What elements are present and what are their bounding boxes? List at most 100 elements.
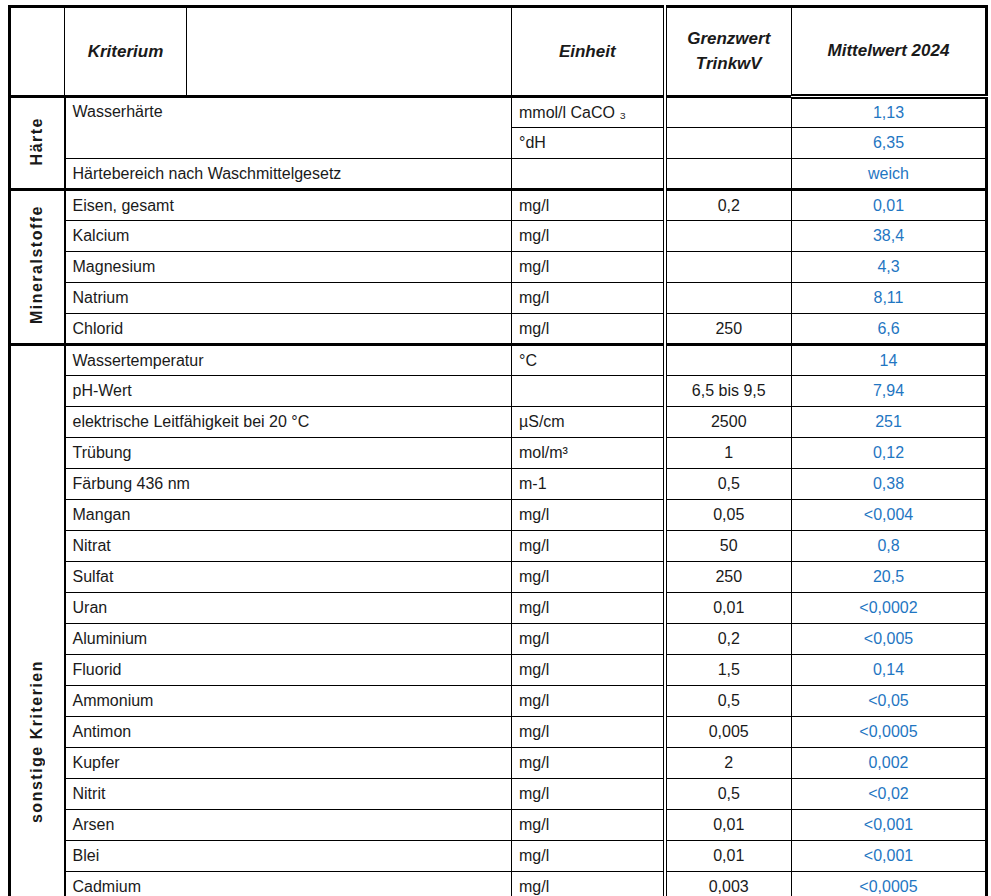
header-group-spacer (10, 7, 65, 97)
limit-cell (665, 345, 792, 376)
criterion-cell: Chlorid (65, 314, 512, 345)
limit-cell (665, 252, 792, 283)
criterion-cell: pH-Wert (65, 376, 512, 407)
criterion-cell: Aluminium (65, 624, 512, 655)
criterion-cell: Trübung (65, 438, 512, 469)
table-row: Aluminiummg/l0,2<0,005 (10, 624, 987, 655)
criterion-cell: Mangan (65, 500, 512, 531)
unit-cell: °dH (512, 128, 665, 159)
header-mittelwert: Mittelwert 2024 (792, 7, 987, 97)
group-label: Mineralstoffe (28, 205, 46, 324)
value-cell: <0,0002 (792, 593, 987, 624)
group-cell: Mineralstoffe (10, 190, 65, 345)
unit-cell: mg/l (512, 221, 665, 252)
table-header: Kriterium Einheit Grenzwert TrinkwV Mitt… (10, 7, 987, 97)
water-analysis-page: Kriterium Einheit Grenzwert TrinkwV Mitt… (0, 0, 991, 896)
criterion-cell: Fluorid (65, 655, 512, 686)
table-row: HärteWasserhärtemmol/l CaCO ₃1,13 (10, 97, 987, 128)
value-cell: 0,38 (792, 469, 987, 500)
table-row: Chloridmg/l2506,6 (10, 314, 987, 345)
table-row: Kalciummg/l38,4 (10, 221, 987, 252)
limit-cell: 0,005 (665, 717, 792, 748)
group-label: Härte (28, 117, 46, 165)
table-row: Manganmg/l0,05<0,004 (10, 500, 987, 531)
limit-cell: 0,01 (665, 841, 792, 872)
unit-cell: °C (512, 345, 665, 376)
table-row: Nitritmg/l0,5<0,02 (10, 779, 987, 810)
value-cell: <0,02 (792, 779, 987, 810)
table-row: Bleimg/l0,01<0,001 (10, 841, 987, 872)
table-row: elektrische Leitfähigkeit bei 20 °CµS/cm… (10, 407, 987, 438)
limit-cell: 0,5 (665, 686, 792, 717)
limit-cell: 0,01 (665, 810, 792, 841)
table-row: Cadmiummg/l0,003<0,0005 (10, 872, 987, 896)
criterion-cell: Wasserhärte (65, 97, 512, 159)
group-label: sonstige Kriterien (28, 660, 46, 823)
group-cell: Härte (10, 97, 65, 190)
criterion-cell: Blei (65, 841, 512, 872)
group-cell: sonstige Kriterien (10, 345, 65, 896)
criterion-cell: Kupfer (65, 748, 512, 779)
criterion-cell: Eisen, gesamt (65, 190, 512, 221)
limit-cell: 2500 (665, 407, 792, 438)
limit-cell: 1 (665, 438, 792, 469)
criterion-cell: Nitrit (65, 779, 512, 810)
unit-cell: mg/l (512, 190, 665, 221)
value-cell: 6,6 (792, 314, 987, 345)
unit-cell (512, 376, 665, 407)
table-row: Trübungmol/m³10,12 (10, 438, 987, 469)
value-cell: <0,005 (792, 624, 987, 655)
value-cell: 20,5 (792, 562, 987, 593)
unit-cell: mg/l (512, 717, 665, 748)
value-cell: 0,14 (792, 655, 987, 686)
value-cell: 0,002 (792, 748, 987, 779)
header-kriterium: Kriterium (65, 7, 187, 97)
table-row: Kupfermg/l20,002 (10, 748, 987, 779)
unit-cell: mg/l (512, 841, 665, 872)
criterion-cell: Cadmium (65, 872, 512, 896)
value-cell: <0,004 (792, 500, 987, 531)
limit-cell: 0,5 (665, 469, 792, 500)
table-row: sonstige KriterienWassertemperatur°C14 (10, 345, 987, 376)
value-cell: 0,12 (792, 438, 987, 469)
criterion-cell: Natrium (65, 283, 512, 314)
criterion-cell: elektrische Leitfähigkeit bei 20 °C (65, 407, 512, 438)
unit-cell: mmol/l CaCO ₃ (512, 97, 665, 128)
limit-cell: 0,01 (665, 593, 792, 624)
limit-cell (665, 128, 792, 159)
criterion-cell: Sulfat (65, 562, 512, 593)
header-einheit: Einheit (512, 7, 665, 97)
limit-cell: 0,05 (665, 500, 792, 531)
value-cell: 0,8 (792, 531, 987, 562)
table-body: HärteWasserhärtemmol/l CaCO ₃1,13°dH6,35… (10, 97, 987, 896)
value-cell: <0,0005 (792, 717, 987, 748)
value-cell: weich (792, 159, 987, 190)
table-row: pH-Wert6,5 bis 9,57,94 (10, 376, 987, 407)
unit-cell: mg/l (512, 655, 665, 686)
table-row: Natriummg/l8,11 (10, 283, 987, 314)
limit-cell: 0,2 (665, 624, 792, 655)
unit-cell: mg/l (512, 686, 665, 717)
unit-cell: m-1 (512, 469, 665, 500)
unit-cell: mg/l (512, 314, 665, 345)
criterion-cell: Uran (65, 593, 512, 624)
limit-cell (665, 221, 792, 252)
criterion-cell: Ammonium (65, 686, 512, 717)
unit-cell: mg/l (512, 810, 665, 841)
limit-cell: 0,5 (665, 779, 792, 810)
unit-cell (512, 159, 665, 190)
water-analysis-table: Kriterium Einheit Grenzwert TrinkwV Mitt… (8, 5, 988, 896)
table-row: Nitratmg/l500,8 (10, 531, 987, 562)
limit-cell: 250 (665, 562, 792, 593)
unit-cell: mg/l (512, 779, 665, 810)
limit-cell: 50 (665, 531, 792, 562)
limit-cell: 250 (665, 314, 792, 345)
value-cell: 7,94 (792, 376, 987, 407)
unit-cell: mg/l (512, 500, 665, 531)
unit-cell: mg/l (512, 531, 665, 562)
criterion-cell: Magnesium (65, 252, 512, 283)
value-cell: <0,001 (792, 810, 987, 841)
limit-cell: 0,003 (665, 872, 792, 896)
value-cell: <0,05 (792, 686, 987, 717)
limit-cell (665, 159, 792, 190)
